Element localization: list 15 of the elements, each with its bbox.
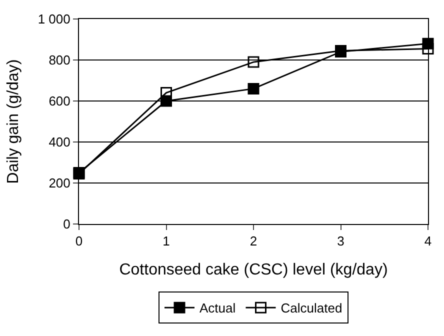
y-tick-label: 800 [48,52,70,68]
y-tick-label: 400 [48,134,70,150]
y-tick-label: 200 [48,176,70,191]
y-axis-title: Daily gain (g/day) [4,59,22,184]
x-tick-label: 2 [250,234,258,249]
y-tick-label: 1 000 [38,12,70,27]
y-tick-label: 600 [48,94,70,109]
x-tick-label: 0 [75,234,83,249]
x-tick-label: 4 [424,234,432,249]
legend-label: Calculated [280,300,342,316]
x-axis-title: Cottonseed cake (CSC) level (kg/day) [119,261,388,278]
x-tick-label: 1 [162,234,170,249]
legend-label: Actual [200,300,236,316]
y-tick-label: 0 [63,216,70,232]
x-tick-label: 3 [337,234,344,249]
